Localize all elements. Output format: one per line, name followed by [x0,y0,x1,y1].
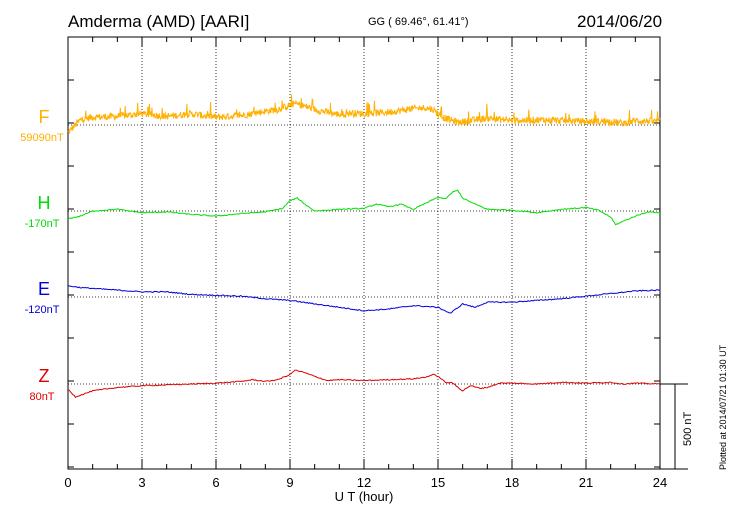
channel-name-Z: Z [39,366,50,386]
coordinates: GG ( 69.46°, 61.41°) [368,16,469,28]
channel-baseline-Z: 80nT [29,391,54,403]
x-tick-label-24: 24 [653,475,667,490]
x-tick-label-6: 6 [212,475,219,490]
plotted-timestamp: Plotted at 2014/07/21 01:30 UT [718,344,728,470]
x-tick-label-3: 3 [138,475,145,490]
x-tick-label-12: 12 [357,475,371,490]
series-line-Z [67,369,661,399]
x-tick-label-9: 9 [286,475,293,490]
x-tick-label-18: 18 [505,475,519,490]
channel-labels: F 59090nT H -170nT E -120nT Z 80nT [20,107,64,403]
series-lines [67,94,661,399]
channel-baseline-F: 59090nT [20,132,64,144]
channel-baseline-H: -170nT [25,218,60,230]
channel-name-F: F [39,107,50,127]
scale-bar-label: 500 nT [682,411,694,446]
series-line-F [67,94,661,134]
x-tick-label-15: 15 [431,475,445,490]
channel-baseline-E: -120nT [25,304,60,316]
series-line-E [67,285,661,314]
plot-date: 2014/06/20 [577,12,663,31]
series-line-H [67,189,661,226]
x-tick-label-21: 21 [579,475,593,490]
channel-name-E: E [38,279,50,299]
axis-ticks: 0 3 6 9 12 15 18 21 24 [64,37,667,490]
station-title: Amderma (AMD) [AARI] [68,12,250,31]
channel-name-H: H [38,193,51,213]
grid-lines [141,37,587,469]
x-tick-label-0: 0 [64,475,71,490]
x-axis-label: U T (hour) [335,489,394,504]
scale-bar [660,383,688,470]
